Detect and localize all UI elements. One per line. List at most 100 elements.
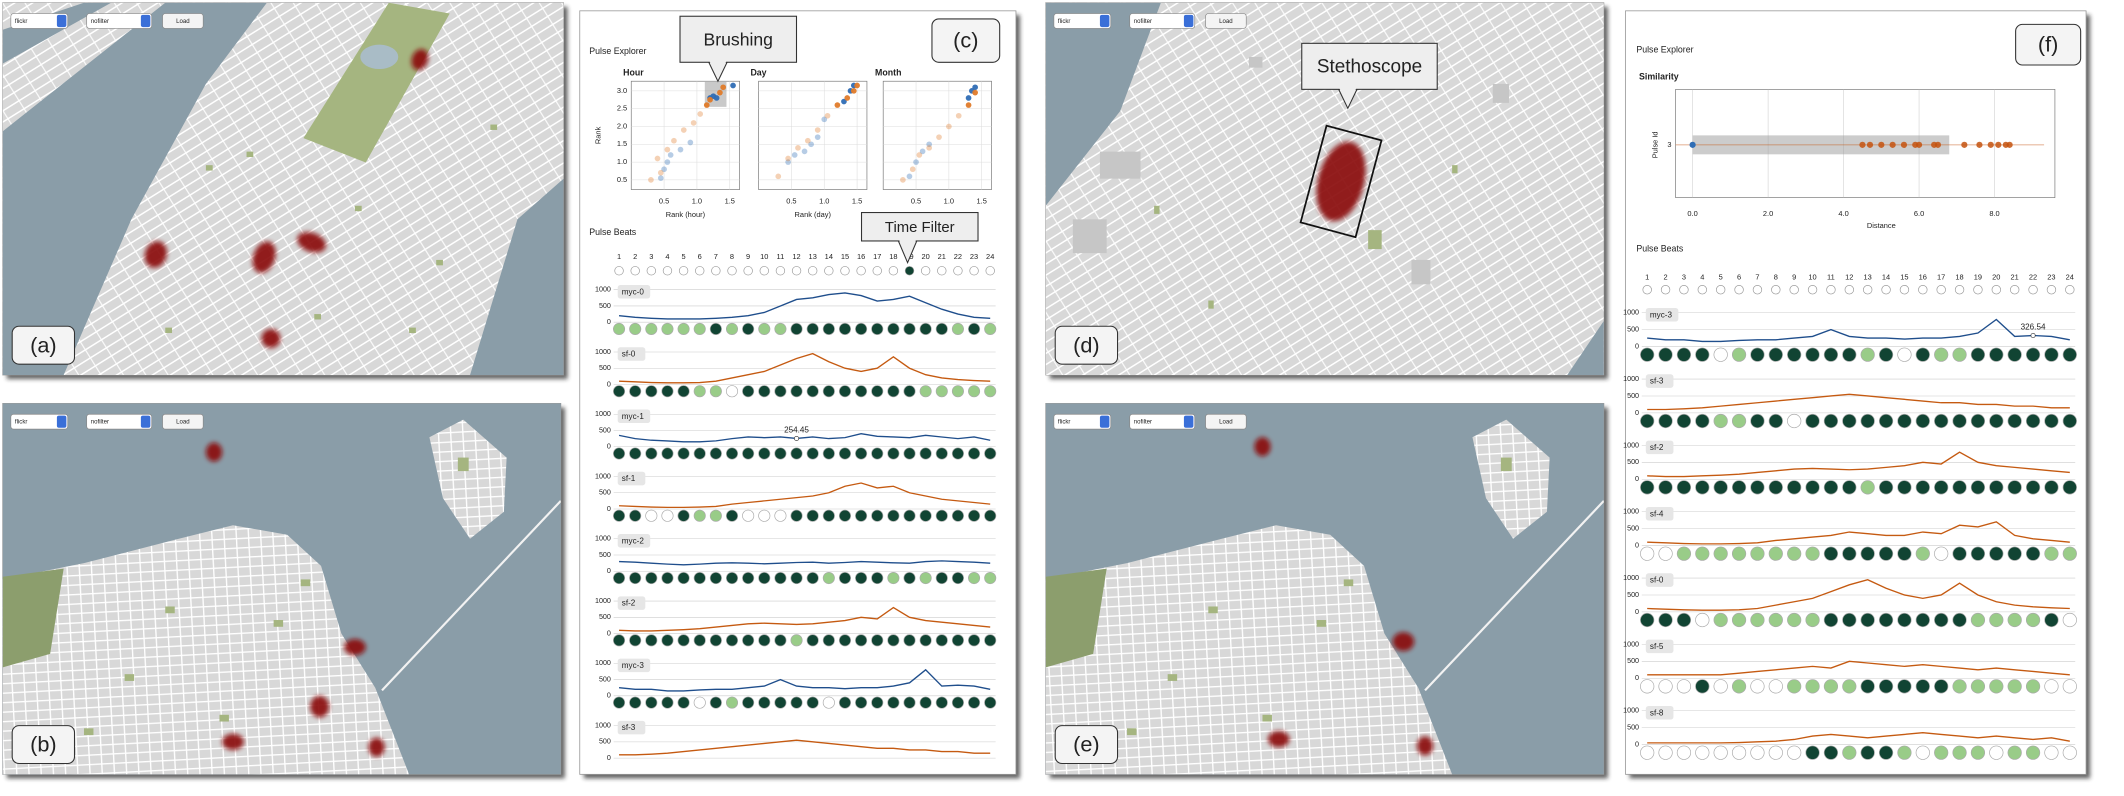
hour-toggle[interactable]	[888, 266, 899, 276]
hour-toggle[interactable]	[1716, 285, 1726, 295]
hour-toggle[interactable]	[1954, 285, 1965, 295]
value-annotation: 254.45	[784, 425, 809, 434]
park	[2, 568, 64, 668]
hour-toggle[interactable]	[1918, 285, 1928, 295]
beat	[1842, 347, 1857, 362]
hour-toggle[interactable]	[711, 266, 721, 276]
beat	[1823, 480, 1839, 495]
beat	[855, 634, 868, 647]
x-tick-label: 1.0	[692, 197, 702, 206]
hour-toggle[interactable]	[646, 266, 656, 276]
dropdown[interactable]	[1053, 413, 1112, 430]
hour-toggle[interactable]	[614, 266, 624, 276]
hour-toggle[interactable]	[2065, 285, 2075, 295]
beat	[645, 634, 658, 647]
hour-toggle[interactable]	[775, 266, 786, 276]
load-button[interactable]	[162, 413, 204, 430]
hour-toggle[interactable]	[1752, 285, 1763, 295]
hour-toggle[interactable]	[872, 266, 882, 276]
hour-toggle[interactable]	[1991, 285, 2001, 295]
hour-toggle[interactable]	[808, 266, 818, 276]
dropdown[interactable]	[10, 13, 69, 29]
hour-toggle[interactable]	[856, 266, 866, 276]
hour-toggle[interactable]	[1789, 285, 1799, 295]
hour-toggle[interactable]	[630, 266, 640, 276]
hour-toggle[interactable]	[678, 266, 689, 276]
beat	[1713, 745, 1728, 760]
load-button[interactable]	[1205, 413, 1247, 430]
hour-toggle[interactable]	[1973, 285, 1983, 295]
hour-toggle[interactable]	[1697, 285, 1707, 295]
pulse-name-box	[1645, 440, 1674, 455]
hour-toggle[interactable]	[1881, 285, 1891, 295]
beat	[822, 385, 835, 398]
beat	[1842, 546, 1857, 561]
dropdown[interactable]	[86, 13, 153, 29]
hour-toggle[interactable]	[662, 266, 673, 276]
beat	[742, 572, 755, 585]
pulse-line	[1647, 579, 2070, 611]
callout-box	[860, 211, 979, 242]
block	[1099, 151, 1141, 179]
park	[1316, 620, 1327, 627]
scatter-point	[909, 166, 916, 173]
hour-toggle[interactable]	[2028, 285, 2038, 295]
y-tick-label: 2.0	[617, 121, 627, 130]
hour-toggle[interactable]	[937, 266, 947, 276]
beat	[2044, 745, 2059, 760]
beat	[1860, 745, 1875, 760]
dropdown[interactable]	[1129, 413, 1196, 430]
hour-toggle[interactable]	[920, 266, 931, 276]
hour-toggle[interactable]	[2010, 285, 2020, 295]
hour-toggle[interactable]	[743, 266, 753, 276]
hour-label: 21	[938, 252, 946, 261]
beat	[1952, 745, 1967, 760]
scatter-point	[972, 84, 978, 91]
hour-toggle[interactable]	[953, 266, 963, 276]
hour-toggle[interactable]	[1807, 285, 1818, 295]
pulse-name: myc-1	[622, 412, 645, 421]
hour-toggle[interactable]	[727, 266, 737, 276]
hour-label: 17	[1937, 272, 1945, 281]
dropdown-arrow	[1183, 415, 1194, 428]
dropdown[interactable]	[1053, 13, 1112, 29]
beat	[1640, 347, 1655, 362]
park	[436, 259, 443, 266]
hour-toggle[interactable]	[1863, 285, 1873, 295]
hour-toggle[interactable]	[791, 266, 802, 276]
beat	[2062, 546, 2077, 561]
beat	[1897, 679, 1912, 694]
scatter-point	[785, 155, 791, 162]
hour-toggle[interactable]	[904, 266, 915, 276]
hour-toggle[interactable]	[1936, 285, 1946, 295]
hour-toggle[interactable]	[1899, 285, 1910, 295]
hour-toggle[interactable]	[759, 266, 769, 276]
hour-toggle[interactable]	[840, 266, 850, 276]
hour-toggle[interactable]	[985, 266, 995, 276]
dropdown[interactable]	[1129, 13, 1196, 29]
hour-toggle[interactable]	[1642, 285, 1652, 295]
callout-pointer-fill	[899, 239, 917, 262]
dropdown[interactable]	[86, 413, 153, 430]
pulse-name-box	[617, 284, 651, 299]
beat	[871, 509, 884, 522]
load-button[interactable]	[162, 13, 204, 29]
hour-toggle[interactable]	[1771, 285, 1781, 295]
hour-toggle[interactable]	[1679, 285, 1689, 295]
y-tick-label: 500	[599, 675, 611, 683]
hour-toggle[interactable]	[695, 266, 705, 276]
hour-toggle[interactable]	[2046, 285, 2057, 295]
load-button[interactable]	[1205, 13, 1247, 29]
hour-toggle[interactable]	[1734, 285, 1744, 295]
hour-toggle[interactable]	[1826, 285, 1836, 295]
hour-toggle[interactable]	[969, 266, 979, 276]
hour-toggle[interactable]	[824, 266, 834, 276]
pulse-name: sf-0	[1650, 576, 1664, 585]
dropdown[interactable]	[10, 413, 69, 430]
hour-toggle[interactable]	[1844, 285, 1854, 295]
beat	[709, 509, 722, 522]
beat	[629, 385, 642, 398]
hour-toggle[interactable]	[1660, 285, 1671, 295]
button-label: Load	[176, 18, 190, 25]
beat	[1640, 679, 1655, 694]
